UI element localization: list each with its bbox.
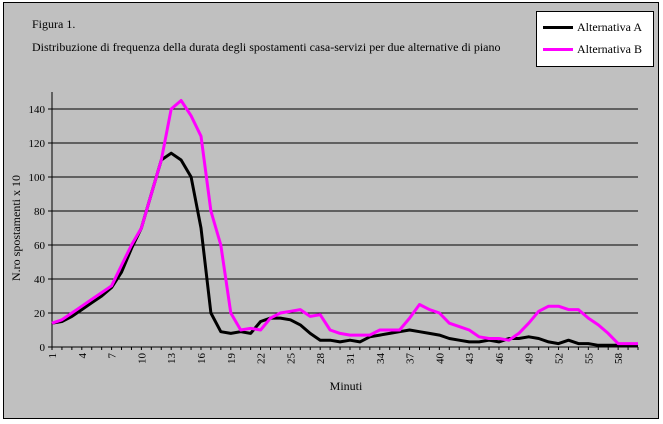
x-tick-label: 31 [345, 353, 357, 364]
series-line-alternativa-a [51, 151, 638, 347]
x-tick-label: 22 [256, 353, 268, 364]
x-tick-label: 55 [583, 353, 595, 365]
series-line-alternativa-b [51, 99, 638, 346]
grid-lines [52, 108, 638, 314]
legend-swatch-b [543, 47, 573, 51]
y-tick-label: 40 [34, 274, 46, 286]
y-tick-label: 100 [29, 172, 46, 184]
y-tick-label: 60 [34, 240, 46, 252]
x-tick-label: 1 [47, 353, 59, 359]
x-tick-label: 49 [524, 353, 536, 365]
x-tick-label: 52 [554, 353, 566, 364]
legend-item-b: Alternativa B [543, 42, 642, 56]
x-tick-label: 58 [613, 353, 625, 365]
x-axis-label: Minuti [330, 379, 363, 393]
legend-label-b: Alternativa B [577, 41, 642, 56]
x-tick-label: 28 [315, 353, 327, 365]
legend-item-a: Alternativa A [543, 20, 642, 34]
x-tick-label: 43 [464, 353, 476, 365]
x-tick-label: 46 [494, 353, 506, 365]
x-tick-label: 7 [107, 353, 119, 359]
legend-label-a: Alternativa A [577, 19, 642, 34]
series-lines [51, 99, 638, 347]
x-tick-label: 10 [136, 353, 148, 365]
axes [48, 92, 639, 350]
chart-title: Distribuzione di frequenza della durata … [32, 40, 501, 54]
x-tick-label: 25 [285, 353, 297, 365]
figure-number: Figura 1. [32, 17, 76, 31]
tick-labels: 0 20 40 60 80 100 120 140 1 4 7 10 13 16 19 22 25 28 31 34 3… [29, 104, 626, 364]
y-tick-label: 140 [29, 104, 46, 116]
x-tick-label: 13 [166, 353, 178, 365]
x-tick-label: 37 [405, 353, 417, 365]
y-tick-label: 80 [34, 206, 46, 218]
y-axis-label: N.ro spostamenti x 10 [9, 175, 23, 281]
legend-swatch-a [543, 25, 573, 29]
y-tick-label: 120 [29, 138, 46, 150]
x-tick-label: 16 [196, 353, 208, 365]
x-tick-label: 4 [77, 353, 89, 359]
x-tick-label: 19 [226, 353, 238, 365]
y-tick-label: 20 [34, 308, 46, 320]
y-tick-label: 0 [40, 342, 46, 354]
x-tick-label: 34 [375, 353, 387, 365]
x-tick-label: 40 [434, 353, 446, 365]
legend: Alternativa A Alternativa B [536, 11, 654, 67]
